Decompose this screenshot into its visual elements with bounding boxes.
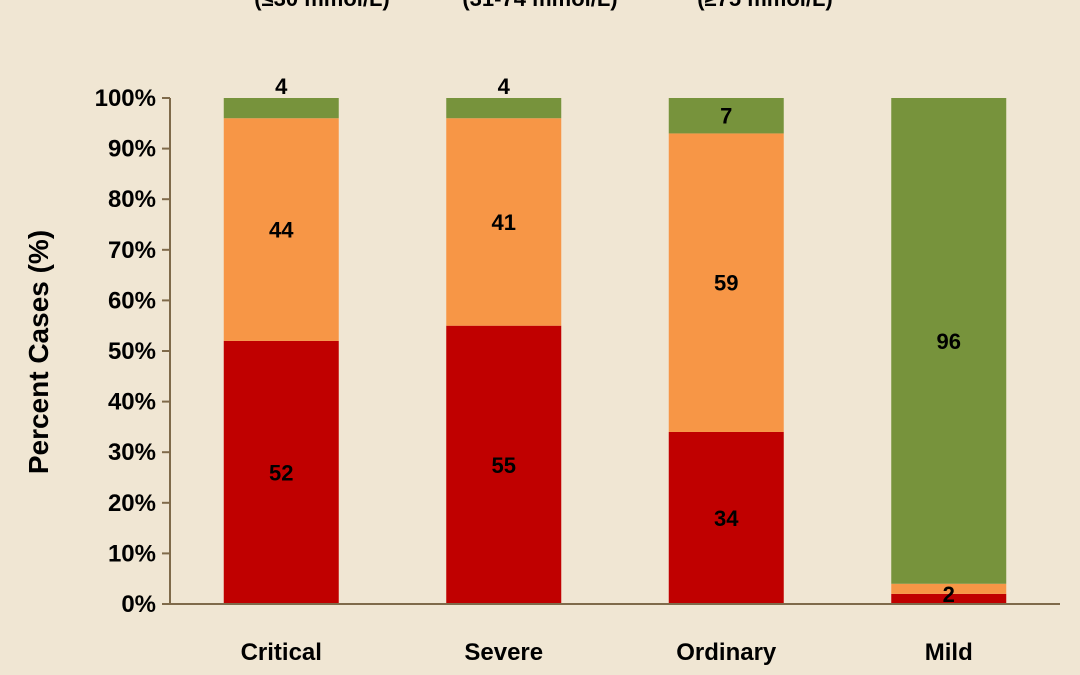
y-tick-label: 100% xyxy=(95,85,156,112)
bar-segment-critical-2 xyxy=(223,98,339,119)
bar-segment-severe-0 xyxy=(446,325,562,604)
y-tick-label: 70% xyxy=(108,237,156,264)
y-tick-label: 0% xyxy=(121,591,156,618)
bar-segment-ordinary-0 xyxy=(668,431,784,604)
y-tick-label: 80% xyxy=(108,186,156,213)
legend: (≤30 mmol/L) (31-74 mmol/L) (≥75 mmol/L) xyxy=(254,0,833,11)
data-label-ordinary-2: 7 xyxy=(720,104,732,129)
data-label-ordinary-1: 59 xyxy=(714,271,738,296)
bar-segment-severe-1 xyxy=(446,118,562,326)
x-tick-label-mild: Mild xyxy=(925,639,973,666)
bar-segment-ordinary-1 xyxy=(668,133,784,432)
axes-group: Critical Severe Ordinary Mild 0% 10% 20% 30% 40%… xyxy=(95,85,1060,666)
y-tick-label: 20% xyxy=(108,490,156,517)
data-label-severe-1: 41 xyxy=(492,210,516,235)
bars-group xyxy=(223,98,1007,604)
data-label-severe-0: 55 xyxy=(492,453,516,478)
x-tick-label-severe: Severe xyxy=(464,639,543,666)
data-label-severe-2: 4 xyxy=(498,74,511,99)
y-tick-label: 40% xyxy=(108,389,156,416)
data-label-mild-0: 2 xyxy=(943,582,955,607)
legend-label-high: (≥75 mmol/L) xyxy=(697,0,833,11)
legend-label-low: (≤30 mmol/L) xyxy=(254,0,390,11)
bar-segment-mild-1 xyxy=(891,583,1007,594)
y-axis-label: Percent Cases (%) xyxy=(23,230,54,474)
bar-segment-severe-2 xyxy=(446,98,562,119)
data-label-ordinary-0: 34 xyxy=(714,506,739,531)
y-tick-label: 90% xyxy=(108,136,156,163)
y-tick-label: 60% xyxy=(108,287,156,314)
data-label-mild-2: 96 xyxy=(937,329,961,354)
y-tick-label: 50% xyxy=(108,338,156,365)
x-tick-label-critical: Critical xyxy=(241,639,322,666)
data-label-critical-0: 52 xyxy=(269,460,293,485)
y-tick-label: 10% xyxy=(108,540,156,567)
legend-label-mid: (31-74 mmol/L) xyxy=(462,0,617,11)
bar-segment-critical-1 xyxy=(223,118,339,341)
x-tick-label-ordinary: Ordinary xyxy=(676,639,777,666)
bar-segment-ordinary-2 xyxy=(668,98,784,134)
data-label-critical-1: 44 xyxy=(269,218,294,243)
y-tick-label: 30% xyxy=(108,439,156,466)
data-label-critical-2: 4 xyxy=(275,74,288,99)
bar-segment-mild-0 xyxy=(891,593,1007,604)
bar-segment-critical-0 xyxy=(223,340,339,604)
bar-segment-mild-2 xyxy=(891,98,1007,584)
